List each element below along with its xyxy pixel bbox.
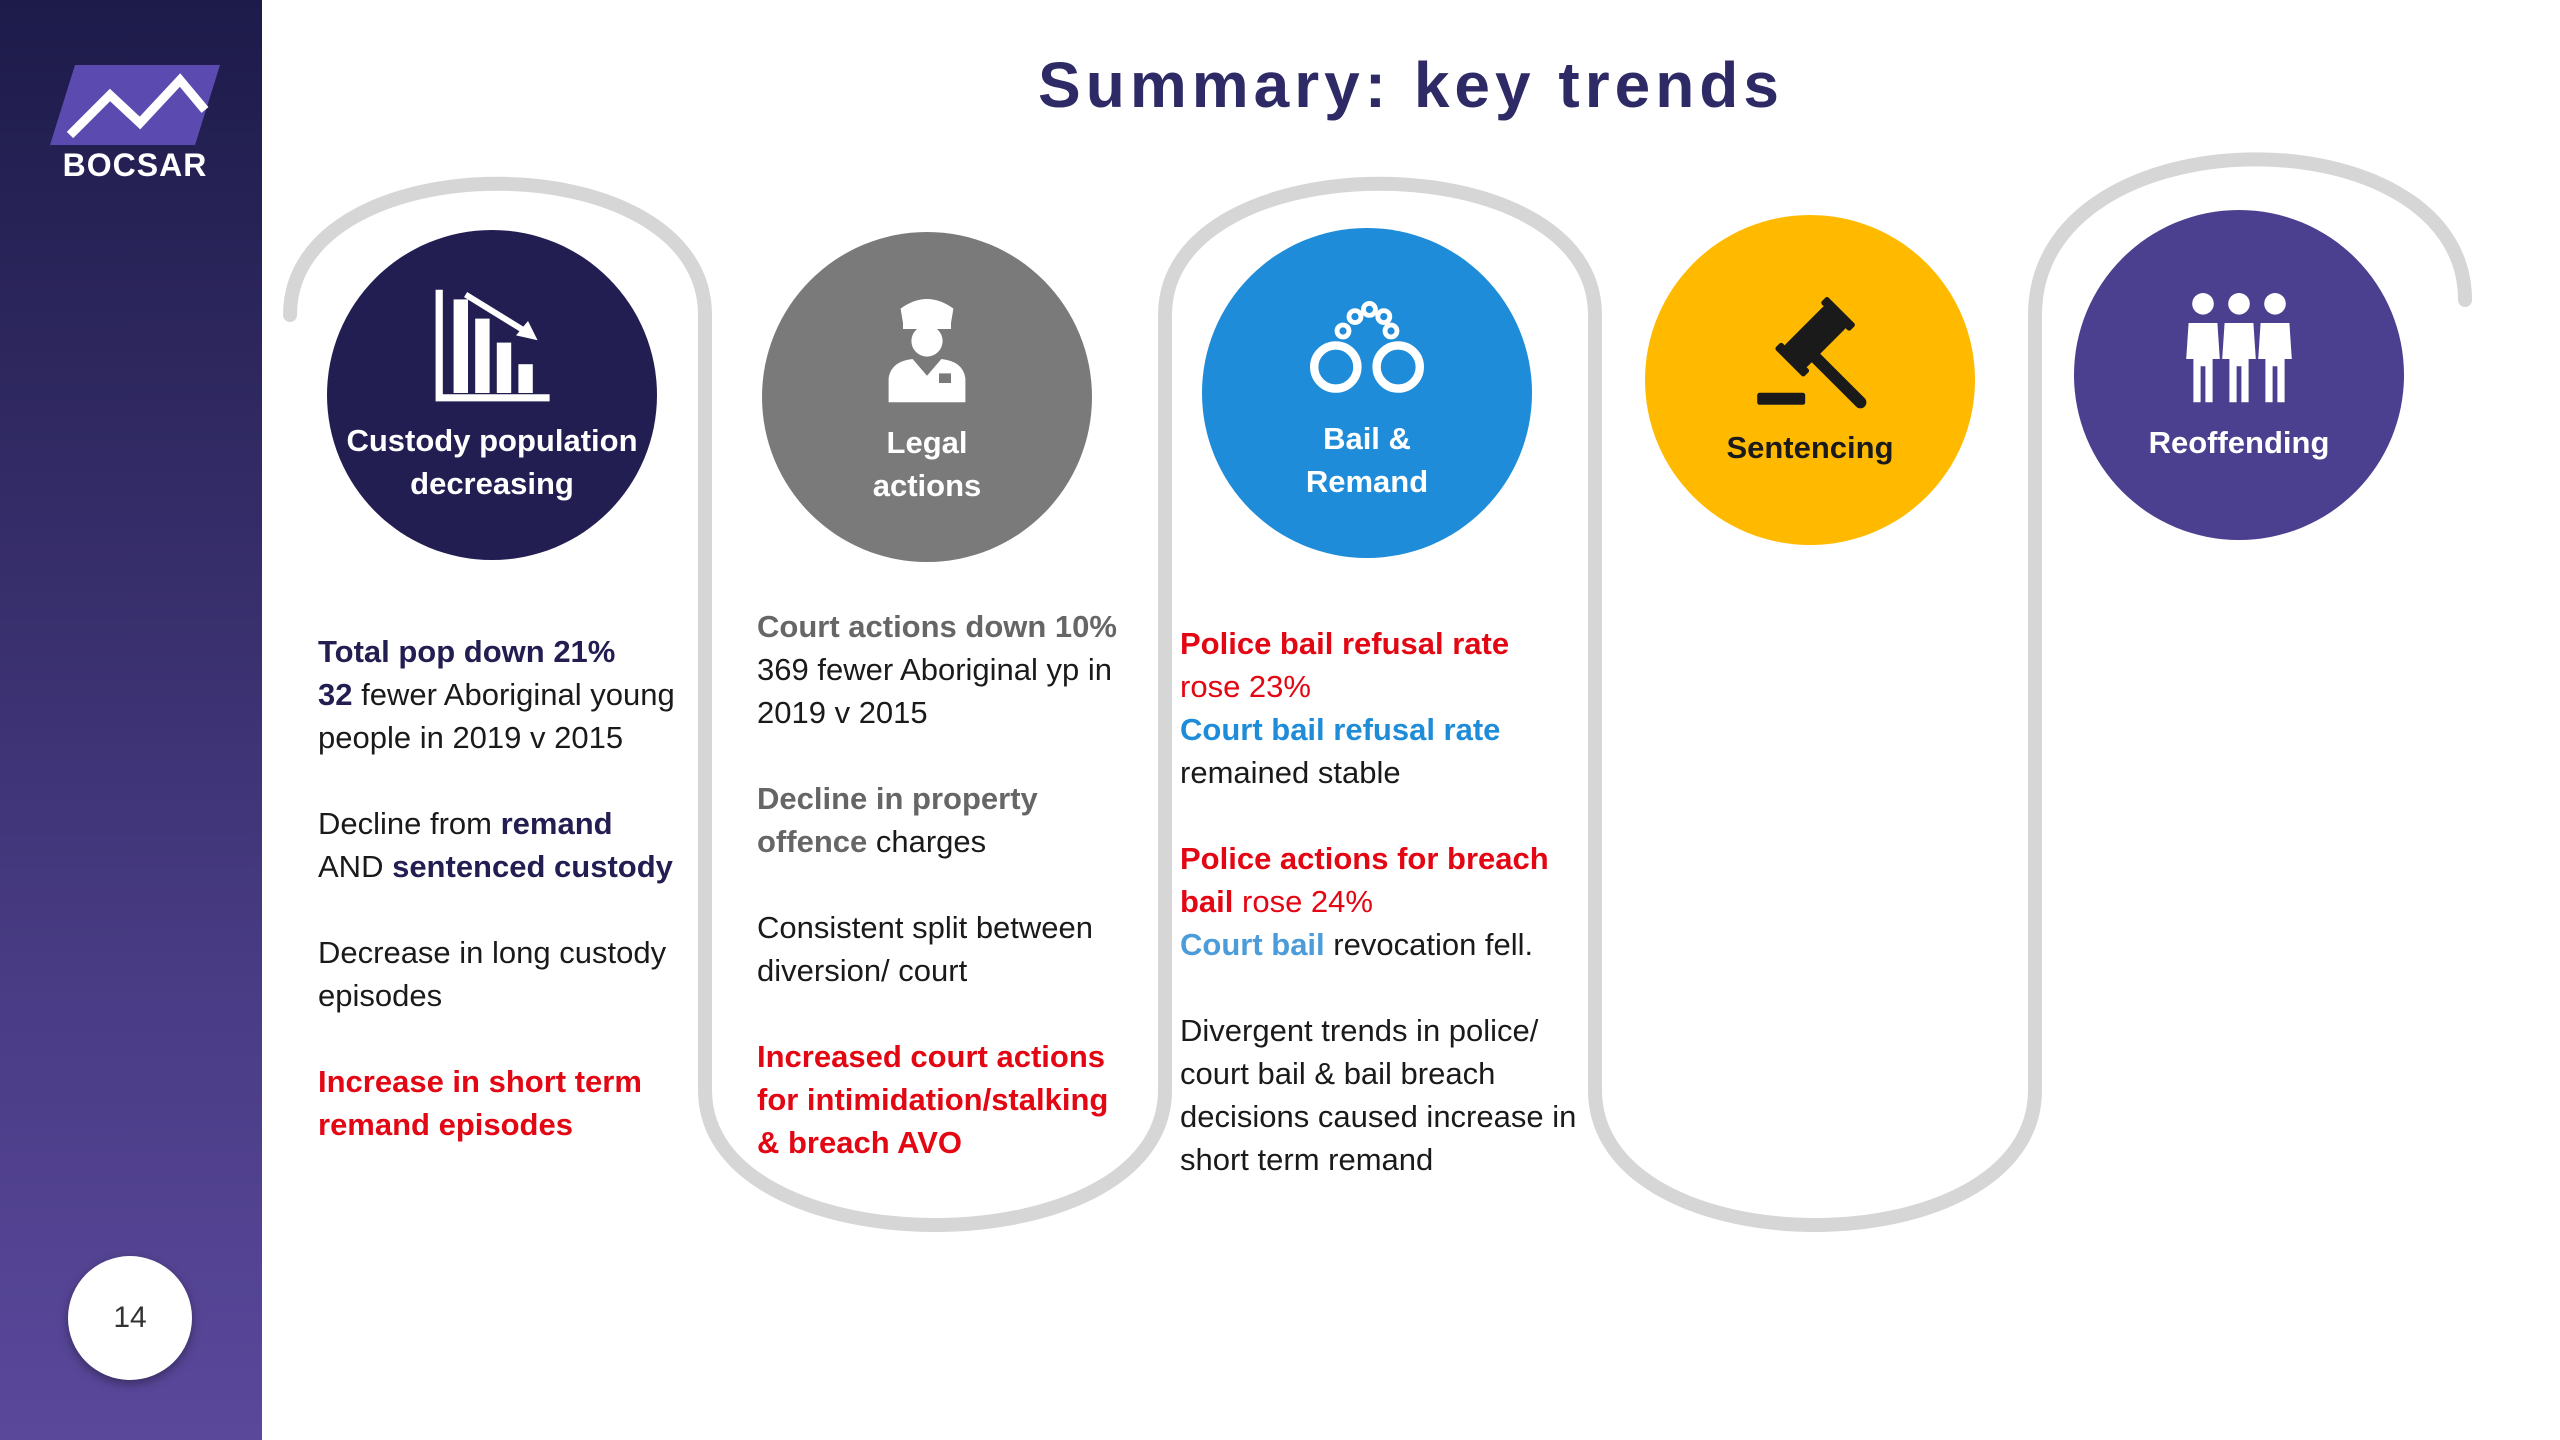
custody-finding-4: Increase in short term remand episodes — [318, 1064, 642, 1142]
slide-title: Summary: key trends — [1038, 49, 1784, 121]
stage-bail-label-1: Bail & — [1323, 421, 1411, 456]
legal-finding-3: Consistent split between diversion/ cour… — [757, 910, 1094, 988]
custody-finding-3: Decrease in long custody episodes — [318, 935, 667, 1013]
stage-reoffending-label: Reoffending — [2148, 424, 2330, 460]
bail-finding-1: Police bail refusal rate rose 23% Court … — [1180, 626, 1510, 790]
gavel-icon — [1757, 296, 1867, 408]
legal-findings: Court actions down 10% 369 fewer Aborigi… — [757, 605, 1137, 1164]
stage-custody-label-2: decreasing — [410, 466, 574, 501]
bail-finding-2: Police actions for breach bail rose 24% … — [1180, 841, 1549, 962]
legal-finding-2: Decline in property offence charges — [757, 781, 1038, 859]
page-number: 14 — [68, 1256, 192, 1380]
group-people-icon — [2186, 292, 2292, 402]
custody-findings: Total pop down 21% 32 fewer Aboriginal y… — [318, 630, 698, 1146]
custody-finding-2: Decline from remand AND sentenced custod… — [318, 806, 673, 884]
bocsar-logo: BOCSAR — [50, 65, 220, 185]
legal-finding-1: Court actions down 10% 369 fewer Aborigi… — [757, 609, 1117, 730]
stage-legal-circle: Legal actions — [762, 232, 1092, 562]
logo-mark-icon — [50, 65, 220, 145]
handcuffs-icon — [1310, 301, 1424, 393]
legal-finding-4: Increased court actions for intimidation… — [757, 1039, 1109, 1160]
declining-bar-chart-icon — [435, 289, 550, 402]
stage-legal-label-1: Legal — [886, 425, 968, 460]
brand-sidebar: BOCSAR 14 — [0, 0, 262, 1440]
stage-sentencing-label: Sentencing — [1726, 429, 1894, 465]
stage-legal-label-2: actions — [872, 468, 982, 503]
stage-reoffending-circle: Reoffending — [2074, 210, 2404, 540]
bail-finding-3: Divergent trends in police/ court bail &… — [1180, 1013, 1577, 1177]
custody-finding-1: Total pop down 21% 32 fewer Aboriginal y… — [318, 634, 675, 755]
stage-custody-label-1: Custody population — [346, 423, 638, 458]
brand-name: BOCSAR — [62, 147, 208, 183]
stage-bail-circle: Bail & Remand — [1202, 228, 1532, 558]
stage-sentencing-circle: Sentencing — [1645, 215, 1975, 545]
bail-findings: Police bail refusal rate rose 23% Court … — [1180, 622, 1580, 1181]
stage-custody-circle: Custody population decreasing — [327, 230, 657, 560]
stage-bail-label-2: Remand — [1305, 464, 1429, 499]
police-officer-icon — [888, 299, 966, 403]
